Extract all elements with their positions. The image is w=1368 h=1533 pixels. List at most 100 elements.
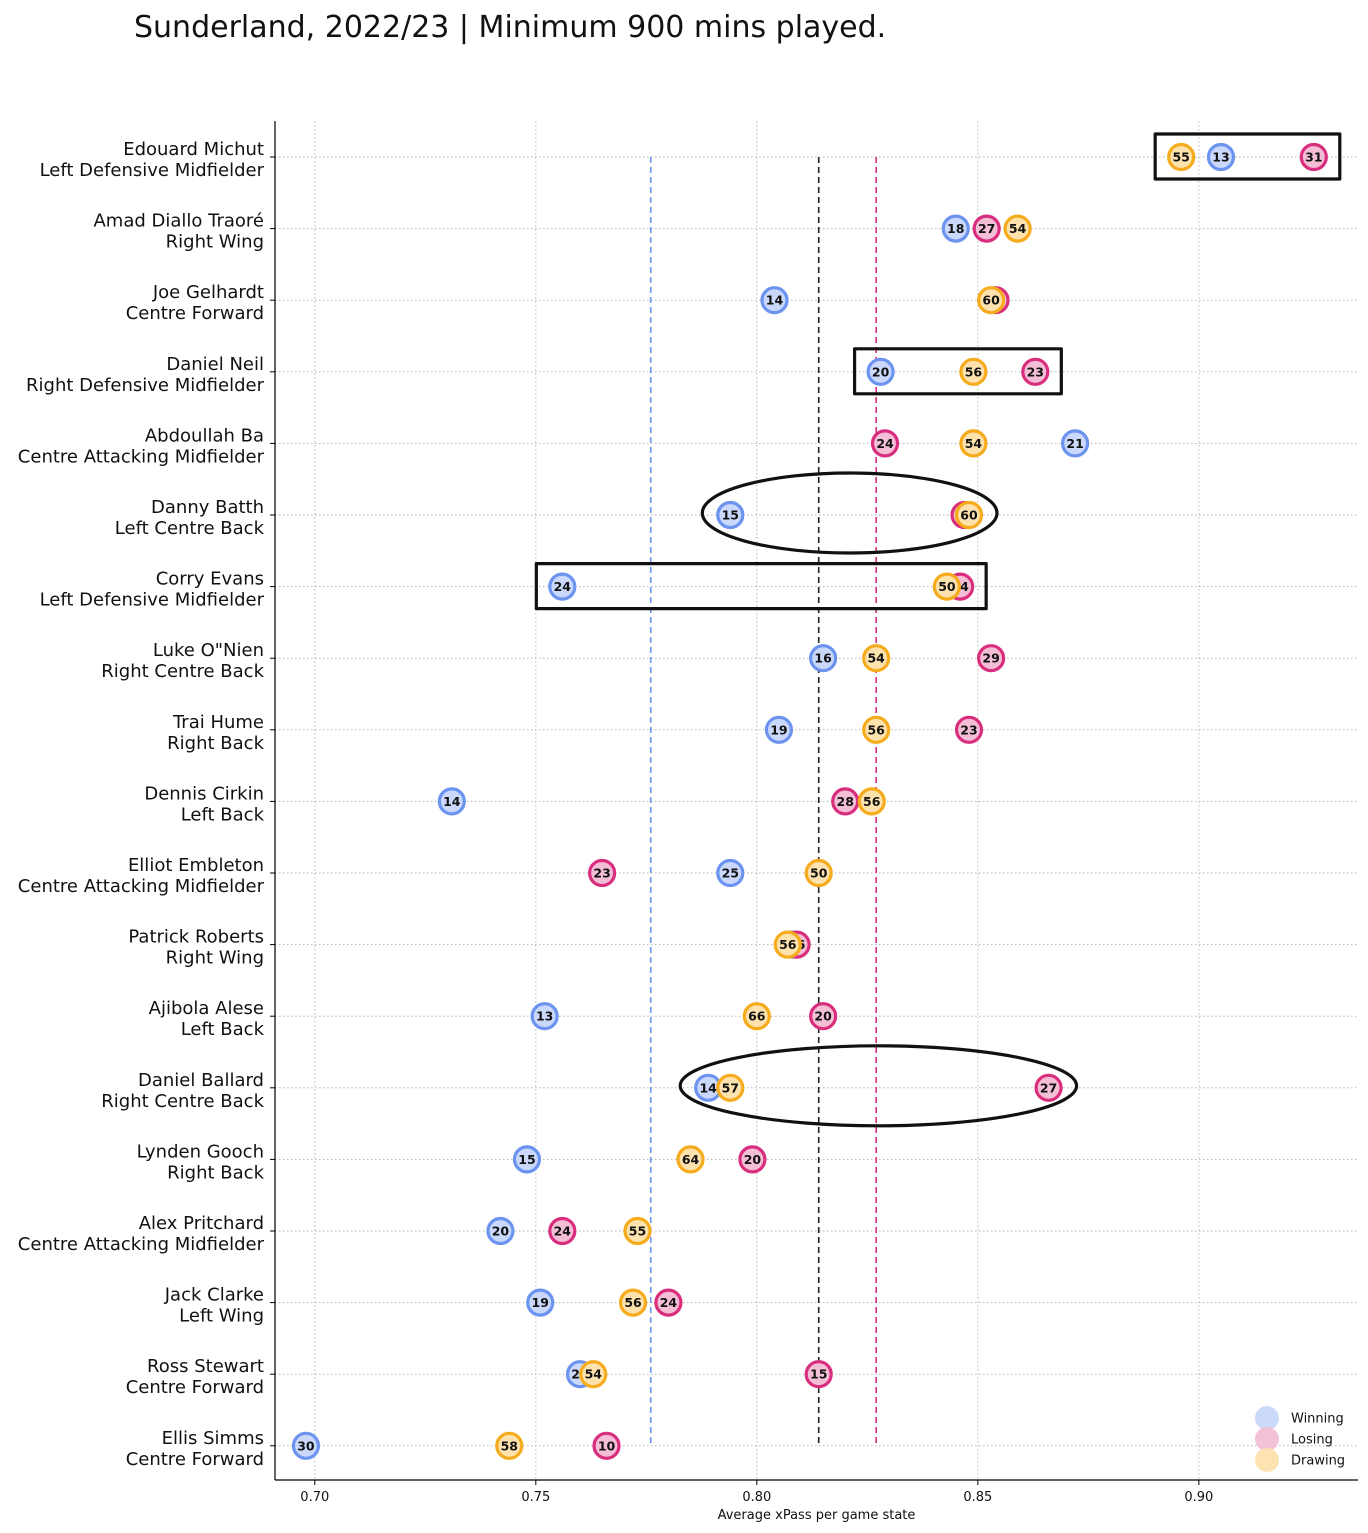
- drawing-point: [579, 1360, 608, 1389]
- player-name-label: Corry Evans: [156, 569, 264, 590]
- drawing-point: [862, 715, 891, 744]
- chart-title: Sunderland, 2022/23 | Minimum 900 mins p…: [134, 10, 887, 45]
- losing-point: [954, 715, 984, 744]
- winning-point: [526, 1288, 555, 1317]
- losing-point-label: 27: [978, 221, 995, 236]
- player-name-label: Patrick Roberts: [128, 927, 264, 948]
- losing-point: [809, 1002, 838, 1031]
- drawing-point-label: 56: [863, 794, 881, 809]
- winning-point-label: 24: [554, 579, 572, 594]
- player-position-label: Right Centre Back: [101, 661, 264, 682]
- player-position-label: Left Back: [181, 1019, 265, 1040]
- player-position-label: Left Wing: [179, 1306, 264, 1327]
- winning-point: [866, 357, 895, 386]
- winning-point-label: 20: [492, 1224, 510, 1239]
- drawing-point-label: 50: [810, 866, 828, 881]
- winning-point: [764, 715, 794, 744]
- player-position-label: Centre Forward: [126, 303, 264, 324]
- player-name-label: Lynden Gooch: [137, 1141, 264, 1162]
- drawing-point-label: 54: [867, 651, 885, 666]
- losing-point: [1034, 1073, 1063, 1102]
- winning-point-label: 15: [722, 508, 739, 523]
- drawing-point-label: 56: [624, 1295, 642, 1310]
- player-name-label: Luke O"Nien: [153, 640, 264, 661]
- winning-point-label: 14: [443, 794, 461, 809]
- losing-point-label: 15: [810, 1367, 827, 1382]
- losing-point-label: 23: [960, 722, 977, 737]
- winning-point: [1060, 429, 1090, 458]
- x-tick-label: 0.80: [742, 1490, 771, 1505]
- losing-point-label: 23: [593, 866, 610, 881]
- legend-marker-winning: [1255, 1406, 1279, 1430]
- player-name-label: Abdoullah Ba: [145, 425, 264, 446]
- x-tick-label: 0.75: [521, 1490, 550, 1505]
- player-position-label: Left Defensive Midfielder: [40, 160, 265, 181]
- player-position-label: Left Back: [181, 804, 265, 825]
- highlight-ellipse: [678, 1044, 1079, 1128]
- drawing-point: [618, 1288, 648, 1317]
- winning-point: [941, 214, 970, 243]
- winning-point: [1206, 142, 1236, 172]
- drawing-point: [862, 644, 891, 673]
- losing-point-label: 27: [1040, 1080, 1057, 1095]
- winning-point-label: 13: [1212, 150, 1229, 165]
- drawing-point: [977, 286, 1006, 315]
- losing-point-label: 23: [1027, 364, 1044, 379]
- drawing-point-label: 60: [982, 293, 1000, 308]
- drawing-point: [773, 930, 802, 959]
- winning-point: [512, 1145, 542, 1174]
- winning-point: [716, 858, 745, 888]
- player-position-label: Right Back: [167, 733, 264, 754]
- drawing-point: [495, 1431, 524, 1460]
- winning-point-label: 19: [532, 1295, 549, 1310]
- losing-point: [972, 214, 1001, 243]
- player-position-label: Centre Attacking Midfielder: [18, 1234, 265, 1255]
- drawing-point-label: 60: [960, 508, 978, 523]
- winning-point: [291, 1431, 321, 1460]
- drawing-point: [954, 500, 984, 530]
- player-name-label: Ellis Simms: [162, 1428, 264, 1449]
- legend-label-losing: Losing: [1291, 1433, 1333, 1448]
- player-position-label: Centre Attacking Midfielder: [18, 876, 265, 897]
- losing-point-label: 24: [876, 436, 894, 451]
- player-position-label: Centre Forward: [126, 1449, 264, 1470]
- drawing-point-label: 54: [965, 436, 983, 451]
- losing-point-label: 24: [660, 1295, 678, 1310]
- player-name-label: Dennis Cirkin: [144, 783, 264, 804]
- winning-point-label: 19: [770, 722, 787, 737]
- winning-point: [437, 787, 466, 816]
- drawing-point-label: 54: [1009, 221, 1027, 236]
- winning-point: [548, 572, 577, 601]
- winning-point-label: 15: [518, 1152, 535, 1167]
- winning-point-label: 18: [947, 221, 964, 236]
- player-position-label: Right Wing: [166, 948, 264, 969]
- drawing-point-label: 54: [585, 1367, 603, 1382]
- player-name-label: Jack Clarke: [164, 1285, 264, 1306]
- player-name-label: Danny Batth: [151, 497, 264, 518]
- winning-point-label: 13: [536, 1009, 553, 1024]
- losing-point-label: 28: [837, 794, 854, 809]
- player-name-label: Elliot Embleton: [128, 855, 264, 876]
- player-name-label: Trai Hume: [172, 712, 264, 733]
- legend-marker-losing: [1255, 1427, 1279, 1451]
- legend-label-drawing: Drawing: [1291, 1454, 1345, 1469]
- losing-point-label: 20: [744, 1152, 762, 1167]
- drawing-point: [1003, 214, 1032, 243]
- losing-point-label: 31: [1305, 150, 1322, 165]
- winning-point-label: 25: [722, 866, 739, 881]
- losing-point-label: 10: [598, 1438, 616, 1453]
- legend-marker-drawing: [1255, 1448, 1279, 1472]
- player-name-label: Joe Gelhardt: [152, 282, 264, 303]
- losing-point: [592, 1431, 621, 1460]
- winning-point-label: 14: [766, 293, 784, 308]
- winning-point: [530, 1002, 559, 1031]
- drawing-point: [676, 1145, 705, 1174]
- legend-label-winning: Winning: [1291, 1412, 1344, 1427]
- losing-point: [588, 858, 617, 888]
- losing-point: [1021, 357, 1050, 386]
- losing-point: [1299, 142, 1328, 172]
- losing-point: [548, 1216, 577, 1246]
- losing-point-label: 20: [814, 1009, 832, 1024]
- drawing-point: [623, 1216, 652, 1246]
